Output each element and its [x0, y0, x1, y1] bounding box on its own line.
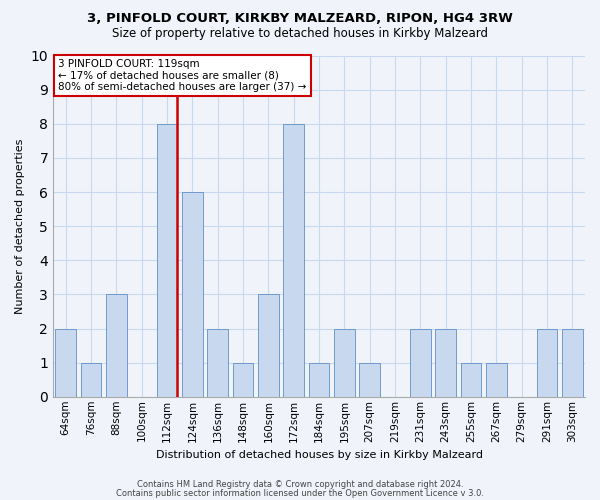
- Bar: [106, 294, 127, 397]
- X-axis label: Distribution of detached houses by size in Kirkby Malzeard: Distribution of detached houses by size …: [155, 450, 482, 460]
- Bar: [410, 328, 431, 397]
- Bar: [55, 328, 76, 397]
- Bar: [80, 362, 101, 397]
- Bar: [157, 124, 178, 397]
- Text: 3 PINFOLD COURT: 119sqm
← 17% of detached houses are smaller (8)
80% of semi-det: 3 PINFOLD COURT: 119sqm ← 17% of detache…: [58, 59, 307, 92]
- Text: 3, PINFOLD COURT, KIRKBY MALZEARD, RIPON, HG4 3RW: 3, PINFOLD COURT, KIRKBY MALZEARD, RIPON…: [87, 12, 513, 26]
- Bar: [334, 328, 355, 397]
- Text: Contains HM Land Registry data © Crown copyright and database right 2024.: Contains HM Land Registry data © Crown c…: [137, 480, 463, 489]
- Bar: [308, 362, 329, 397]
- Bar: [208, 328, 228, 397]
- Bar: [536, 328, 557, 397]
- Bar: [486, 362, 507, 397]
- Y-axis label: Number of detached properties: Number of detached properties: [15, 138, 25, 314]
- Text: Contains public sector information licensed under the Open Government Licence v : Contains public sector information licen…: [116, 488, 484, 498]
- Text: Size of property relative to detached houses in Kirkby Malzeard: Size of property relative to detached ho…: [112, 28, 488, 40]
- Bar: [258, 294, 279, 397]
- Bar: [435, 328, 456, 397]
- Bar: [562, 328, 583, 397]
- Bar: [182, 192, 203, 397]
- Bar: [461, 362, 481, 397]
- Bar: [233, 362, 253, 397]
- Bar: [283, 124, 304, 397]
- Bar: [359, 362, 380, 397]
